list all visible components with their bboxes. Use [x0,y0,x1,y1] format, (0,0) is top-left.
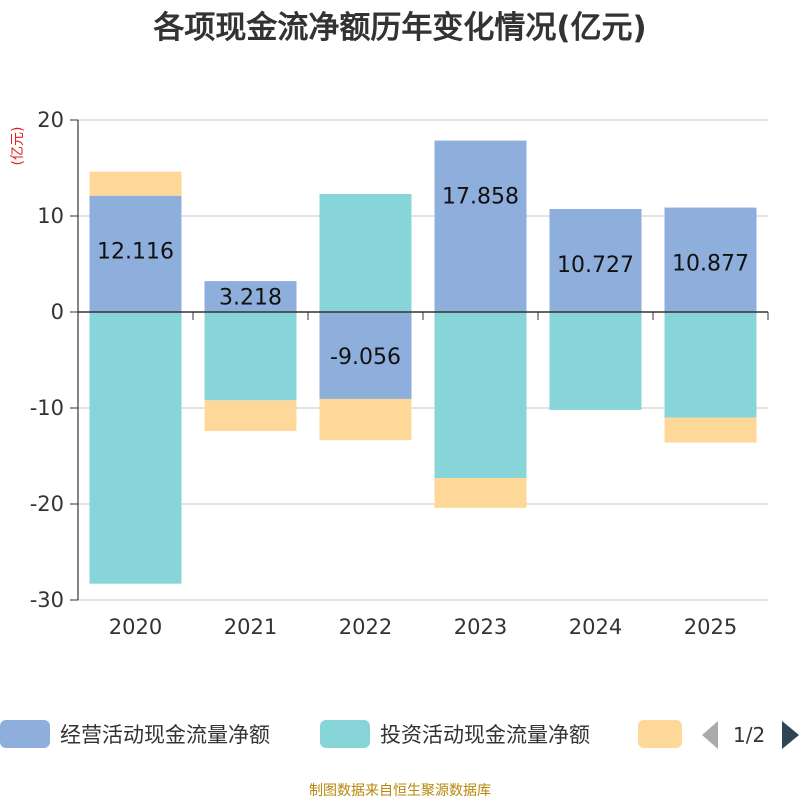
x-tick-label-2020: 2020 [109,615,162,639]
data-label-2023: 17.858 [442,185,519,210]
bar-2023-series-0[interactable] [434,140,527,312]
bar-2021-series-2[interactable] [204,400,297,432]
data-label-2022: -9.056 [330,345,401,370]
bars [89,140,757,584]
bar-2025-series-0[interactable] [664,207,757,312]
legend-swatch-financing [638,720,682,748]
legend-page-indicator: 1/2 [733,723,765,747]
legend: 经营活动现金流量净额 投资活动现金流量净额 1/2 [0,720,799,749]
legend-swatch-operating [0,720,50,748]
data-label-2021: 3.218 [219,286,282,311]
legend-prev-arrow-icon[interactable] [702,721,718,749]
legend-label-operating: 经营活动现金流量净额 [60,723,270,747]
legend-next-arrow-icon[interactable] [782,721,799,749]
legend-item-investing[interactable]: 投资活动现金流量净额 [320,720,590,748]
x-tick-label-2024: 2024 [569,615,622,639]
bar-2024-series-1[interactable] [549,312,642,410]
y-tick-label: -20 [30,492,64,516]
y-tick-label: -30 [30,588,64,612]
x-tick-label-2022: 2022 [339,615,392,639]
y-tick-label: 10 [37,204,64,228]
bar-2020-series-0[interactable] [89,195,182,312]
bar-2025-series-1[interactable] [664,312,757,418]
bar-2024-series-0[interactable] [549,209,642,312]
bar-2022-series-2[interactable] [319,398,412,441]
bar-2021-series-1[interactable] [204,312,297,401]
y-tick-label: 0 [51,300,64,324]
chart-title: 各项现金流净额历年变化情况(亿元) [152,10,646,46]
x-tick-label-2021: 2021 [224,615,277,639]
legend-swatch-investing [320,720,370,748]
y-tick-label: 20 [37,108,64,132]
legend-item-financing[interactable] [638,720,682,748]
bar-2020-series-2[interactable] [89,171,182,196]
data-label-2025: 10.877 [672,252,749,277]
x-tick-label-2023: 2023 [454,615,507,639]
bar-2022-series-0[interactable] [319,312,412,399]
bar-2023-series-2[interactable] [434,478,527,508]
y-tick-label: -10 [30,396,64,420]
bar-2022-series-1[interactable] [319,193,412,312]
data-source: 制图数据来自恒生聚源数据库 [309,783,491,799]
bar-2021-series-0[interactable] [204,281,297,312]
bar-2020-series-1[interactable] [89,312,182,584]
data-labels: 12.116 3.218 -9.056 17.858 10.727 10.877 [97,185,749,370]
x-tick-label-2025: 2025 [684,615,737,639]
legend-item-operating[interactable]: 经营活动现金流量净额 [0,720,270,748]
legend-label-investing: 投资活动现金流量净额 [380,723,590,747]
bar-2023-series-1[interactable] [434,312,527,479]
data-label-2024: 10.727 [557,253,634,278]
data-label-2020: 12.116 [97,240,174,265]
axes: 20 10 0 -10 -20 -30 2020 2021 2022 2023 2024 2025 [30,108,769,639]
y-axis-unit: (亿元) [10,127,26,166]
bar-2025-series-2[interactable] [664,417,757,443]
